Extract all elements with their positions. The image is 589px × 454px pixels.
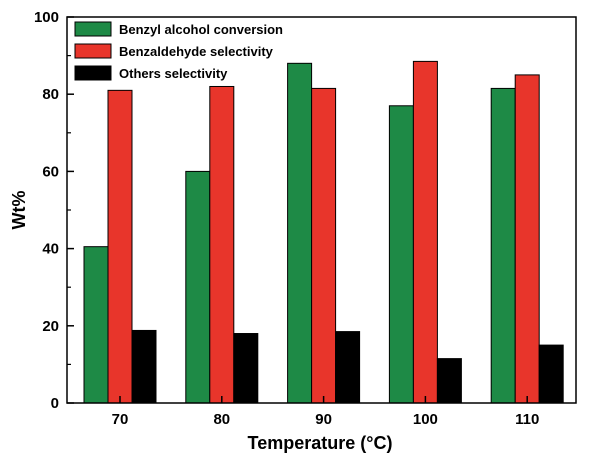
y-tick-label: 100 (34, 9, 59, 26)
x-axis-title: Temperature (°C) (248, 433, 393, 453)
x-tick-label: 70 (112, 411, 129, 428)
bar (107, 89, 133, 404)
legend-label: Benzaldehyde selectivity (119, 44, 274, 59)
bar (131, 329, 157, 404)
x-tick-label: 80 (213, 411, 230, 428)
bar (311, 87, 337, 404)
x-tick-label: 90 (315, 411, 332, 428)
bar (412, 60, 438, 404)
bar (436, 358, 462, 404)
y-tick-label: 0 (51, 395, 59, 412)
y-axis-title: Wt% (9, 191, 29, 230)
y-tick-label: 40 (42, 241, 59, 258)
y-tick-label: 60 (42, 163, 59, 180)
y-tick-label: 80 (42, 86, 59, 103)
legend-label: Others selectivity (119, 66, 228, 81)
x-axis: 70 80 90 100 110 (112, 396, 539, 428)
legend-swatch (74, 65, 112, 81)
bar (490, 87, 516, 404)
y-axis: 0 20 40 60 80 100 (34, 9, 74, 412)
y-tick-label: 20 (42, 318, 59, 335)
legend-label: Benzyl alcohol conversion (119, 22, 283, 37)
bar (83, 246, 109, 404)
bar (233, 333, 259, 404)
x-tick-label: 110 (515, 411, 539, 428)
legend-swatch (74, 21, 112, 37)
bar (538, 344, 564, 404)
bar (335, 331, 361, 404)
legend-swatch (74, 43, 112, 59)
bar (209, 85, 235, 404)
x-tick-label: 100 (413, 411, 438, 428)
bars-group (83, 60, 564, 404)
legend: Benzyl alcohol conversion Benzaldehyde se… (74, 21, 283, 81)
bar (388, 105, 414, 404)
bar (185, 170, 211, 404)
bar (287, 62, 313, 404)
bar (514, 74, 540, 404)
